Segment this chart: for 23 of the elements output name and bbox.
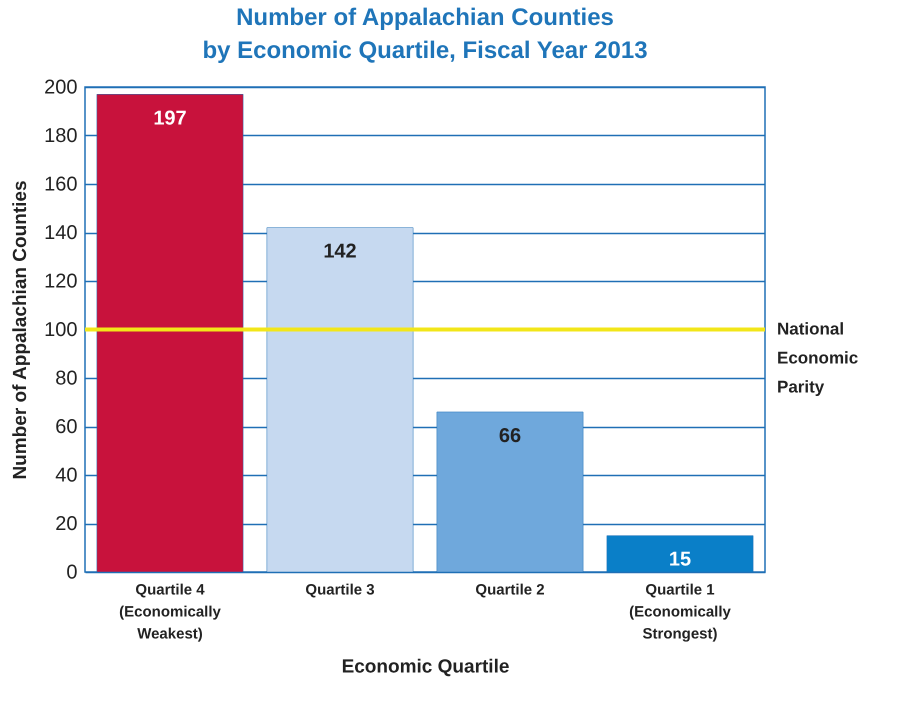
y-tick-label: 180 <box>44 125 78 147</box>
x-axis-title: Economic Quartile <box>342 656 510 678</box>
y-tick-label: 40 <box>55 464 78 486</box>
y-axis-title: Number of Appalachian Counties <box>10 180 32 480</box>
y-tick-label: 140 <box>44 222 78 244</box>
data-label: 66 <box>498 424 522 447</box>
y-tick-label: 80 <box>55 368 78 390</box>
chart-title: Number of Appalachian Counties by Economic Quartile, Fiscal Year 2013 <box>202 4 648 64</box>
y-tick-label: 60 <box>55 416 78 438</box>
data-label: 142 <box>323 240 357 263</box>
y-tick-label: 20 <box>55 513 78 535</box>
y-tick-label: 200 <box>44 76 78 98</box>
y-tick-label: 100 <box>44 319 78 341</box>
data-label: 197 <box>153 107 187 130</box>
y-tick-label: 0 <box>66 562 78 584</box>
data-label: 15 <box>668 548 692 571</box>
x-tick-label: Quartile 1 (Economically Strongest) <box>629 582 732 642</box>
x-tick-label: Quartile 2 <box>475 582 545 598</box>
y-tick-label: 120 <box>44 270 78 292</box>
ref-line-label: National Economic Parity <box>777 320 858 396</box>
x-tick-label: Quartile 4 (Economically Weakest) <box>119 582 222 642</box>
x-tick-label: Quartile 3 <box>305 582 375 598</box>
y-tick-label: 160 <box>44 174 78 196</box>
